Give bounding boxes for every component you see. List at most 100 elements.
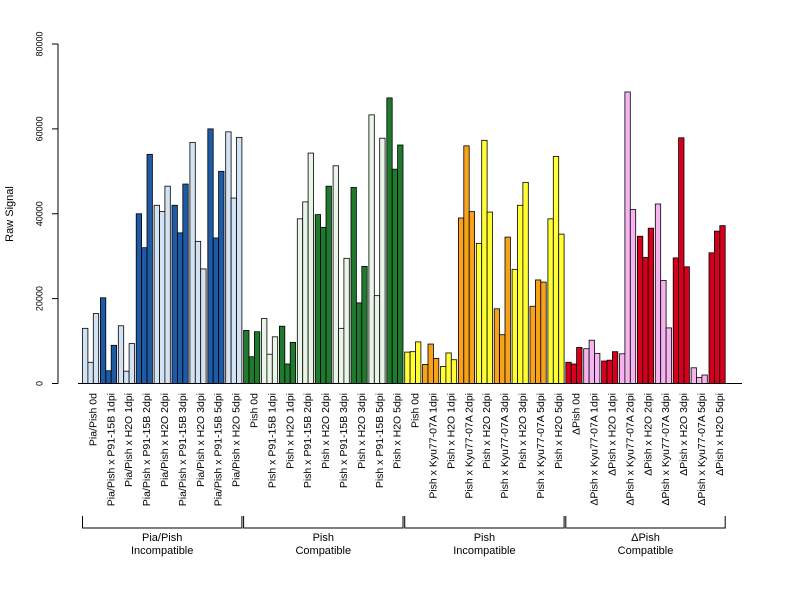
x-tick-label: Pish 0d: [248, 393, 260, 428]
bar: [606, 359, 613, 384]
bar: [683, 266, 690, 384]
bar: [253, 331, 261, 384]
bar: [117, 325, 125, 384]
x-tick-label: Pia/Pish x H2O 3dpi: [195, 393, 207, 487]
group-bracket: [404, 516, 565, 529]
x-tick-label: ΔPish x H2O 1dpi: [606, 393, 618, 476]
bar: [427, 343, 434, 384]
x-tick-label: Pia/Pish x P91-15B 2dpi: [141, 393, 153, 506]
bar: [647, 227, 655, 384]
x-tick-label: Pish x H2O 3dpi: [356, 393, 368, 469]
bar: [176, 232, 184, 384]
bar: [619, 353, 626, 384]
bar: [200, 268, 207, 384]
bar: [504, 236, 511, 384]
y-axis: 0 20000 40000 60000 80000: [34, 31, 59, 386]
x-tick-label: Pish x Kyu77-07A 2dpi: [463, 393, 475, 499]
bar: [110, 344, 117, 384]
bar: [450, 359, 458, 384]
bar: [332, 165, 339, 384]
bar: [522, 181, 529, 384]
bar: [499, 334, 506, 384]
x-tick-label: Pish x H2O 5dpi: [553, 393, 565, 469]
x-tick-label: Pish x Kyu77-07A 5dpi: [535, 393, 547, 499]
bar: [302, 201, 309, 384]
y-tick-label: 60000: [34, 116, 44, 141]
bar: [397, 144, 404, 384]
x-tick-label: ΔPish x H2O 2dpi: [642, 393, 654, 476]
x-tick-label: Pish x H2O 1dpi: [284, 393, 296, 469]
bar: [404, 351, 411, 384]
bar: [100, 297, 107, 384]
group-label-line1: Pish: [474, 532, 495, 544]
bar: [665, 327, 672, 384]
bar: [690, 367, 697, 384]
bar: [391, 168, 399, 384]
bar: [82, 327, 89, 384]
x-tick-label: ΔPish x Kyu77-07A 3dpi: [660, 393, 672, 506]
y-tick-label: 0: [34, 381, 44, 386]
group-label-line2: Incompatible: [453, 545, 515, 557]
bar: [594, 352, 601, 384]
bar: [141, 247, 148, 384]
bar: [654, 203, 662, 384]
group-bracket: [565, 516, 726, 529]
bar: [540, 281, 547, 384]
bar: [486, 211, 493, 384]
bar: [678, 137, 685, 384]
group-bracket: [82, 516, 243, 529]
bar: [159, 211, 166, 384]
bars-layer: [82, 91, 726, 384]
group-label-line1: Pia/Pish: [142, 532, 182, 544]
group-label-line1: ΔPish: [631, 532, 660, 544]
x-tick-label: Pish x P91-15B 3dpi: [338, 393, 350, 488]
bar: [386, 97, 393, 384]
x-tick-label: Pia/Pish x P91-15B 3dpi: [177, 393, 189, 506]
x-tick-label: ΔPish x Kyu77-07A 2dpi: [624, 393, 636, 506]
bar: [212, 237, 219, 384]
bar: [612, 351, 619, 384]
bar: [350, 187, 357, 384]
bar: [468, 211, 476, 384]
y-tick-label: 40000: [34, 201, 44, 226]
bar: [87, 361, 94, 384]
bar: [189, 142, 196, 384]
y-axis-label: Raw Signal: [4, 186, 16, 242]
x-tick-label: Pish x P91-15B 5dpi: [374, 393, 386, 488]
bar: [529, 305, 536, 384]
bar: [368, 114, 375, 384]
bar: [457, 217, 465, 384]
bar: [284, 363, 291, 384]
bar: [642, 257, 649, 384]
bar: [517, 204, 524, 384]
bar: [552, 156, 560, 384]
bar: [218, 170, 225, 384]
x-tick-label: ΔPish x Kyu77-07A 5dpi: [696, 393, 708, 506]
x-tick-label: Pia/Pish x H2O 2dpi: [159, 393, 171, 487]
x-tick-label: ΔPish x Kyu77-07A 1dpi: [589, 393, 601, 506]
bar: [672, 257, 680, 384]
bar: [325, 185, 332, 384]
bar: [696, 377, 703, 384]
bar: [601, 360, 608, 384]
bar: [194, 240, 202, 384]
bar: [236, 136, 243, 384]
bar: [547, 218, 554, 384]
bar: [432, 358, 440, 384]
x-tick-label: Pia/Pish x P91-15B 5dpi: [213, 393, 225, 506]
bar: [261, 318, 268, 384]
x-tick-label: Pish x H2O 2dpi: [481, 393, 493, 469]
bar: [123, 370, 130, 384]
x-tick-label: Pish x H2O 2dpi: [320, 393, 332, 469]
bar: [343, 257, 350, 384]
bar: [128, 343, 135, 384]
bar: [171, 204, 178, 384]
group-label-line2: Incompatible: [131, 545, 193, 557]
x-tick-label: ΔPish 0d: [571, 393, 583, 435]
bar: [373, 295, 381, 384]
bar: [289, 341, 297, 384]
bar: [481, 139, 488, 384]
bar: [583, 348, 590, 384]
group-label-line2: Compatible: [618, 545, 674, 557]
